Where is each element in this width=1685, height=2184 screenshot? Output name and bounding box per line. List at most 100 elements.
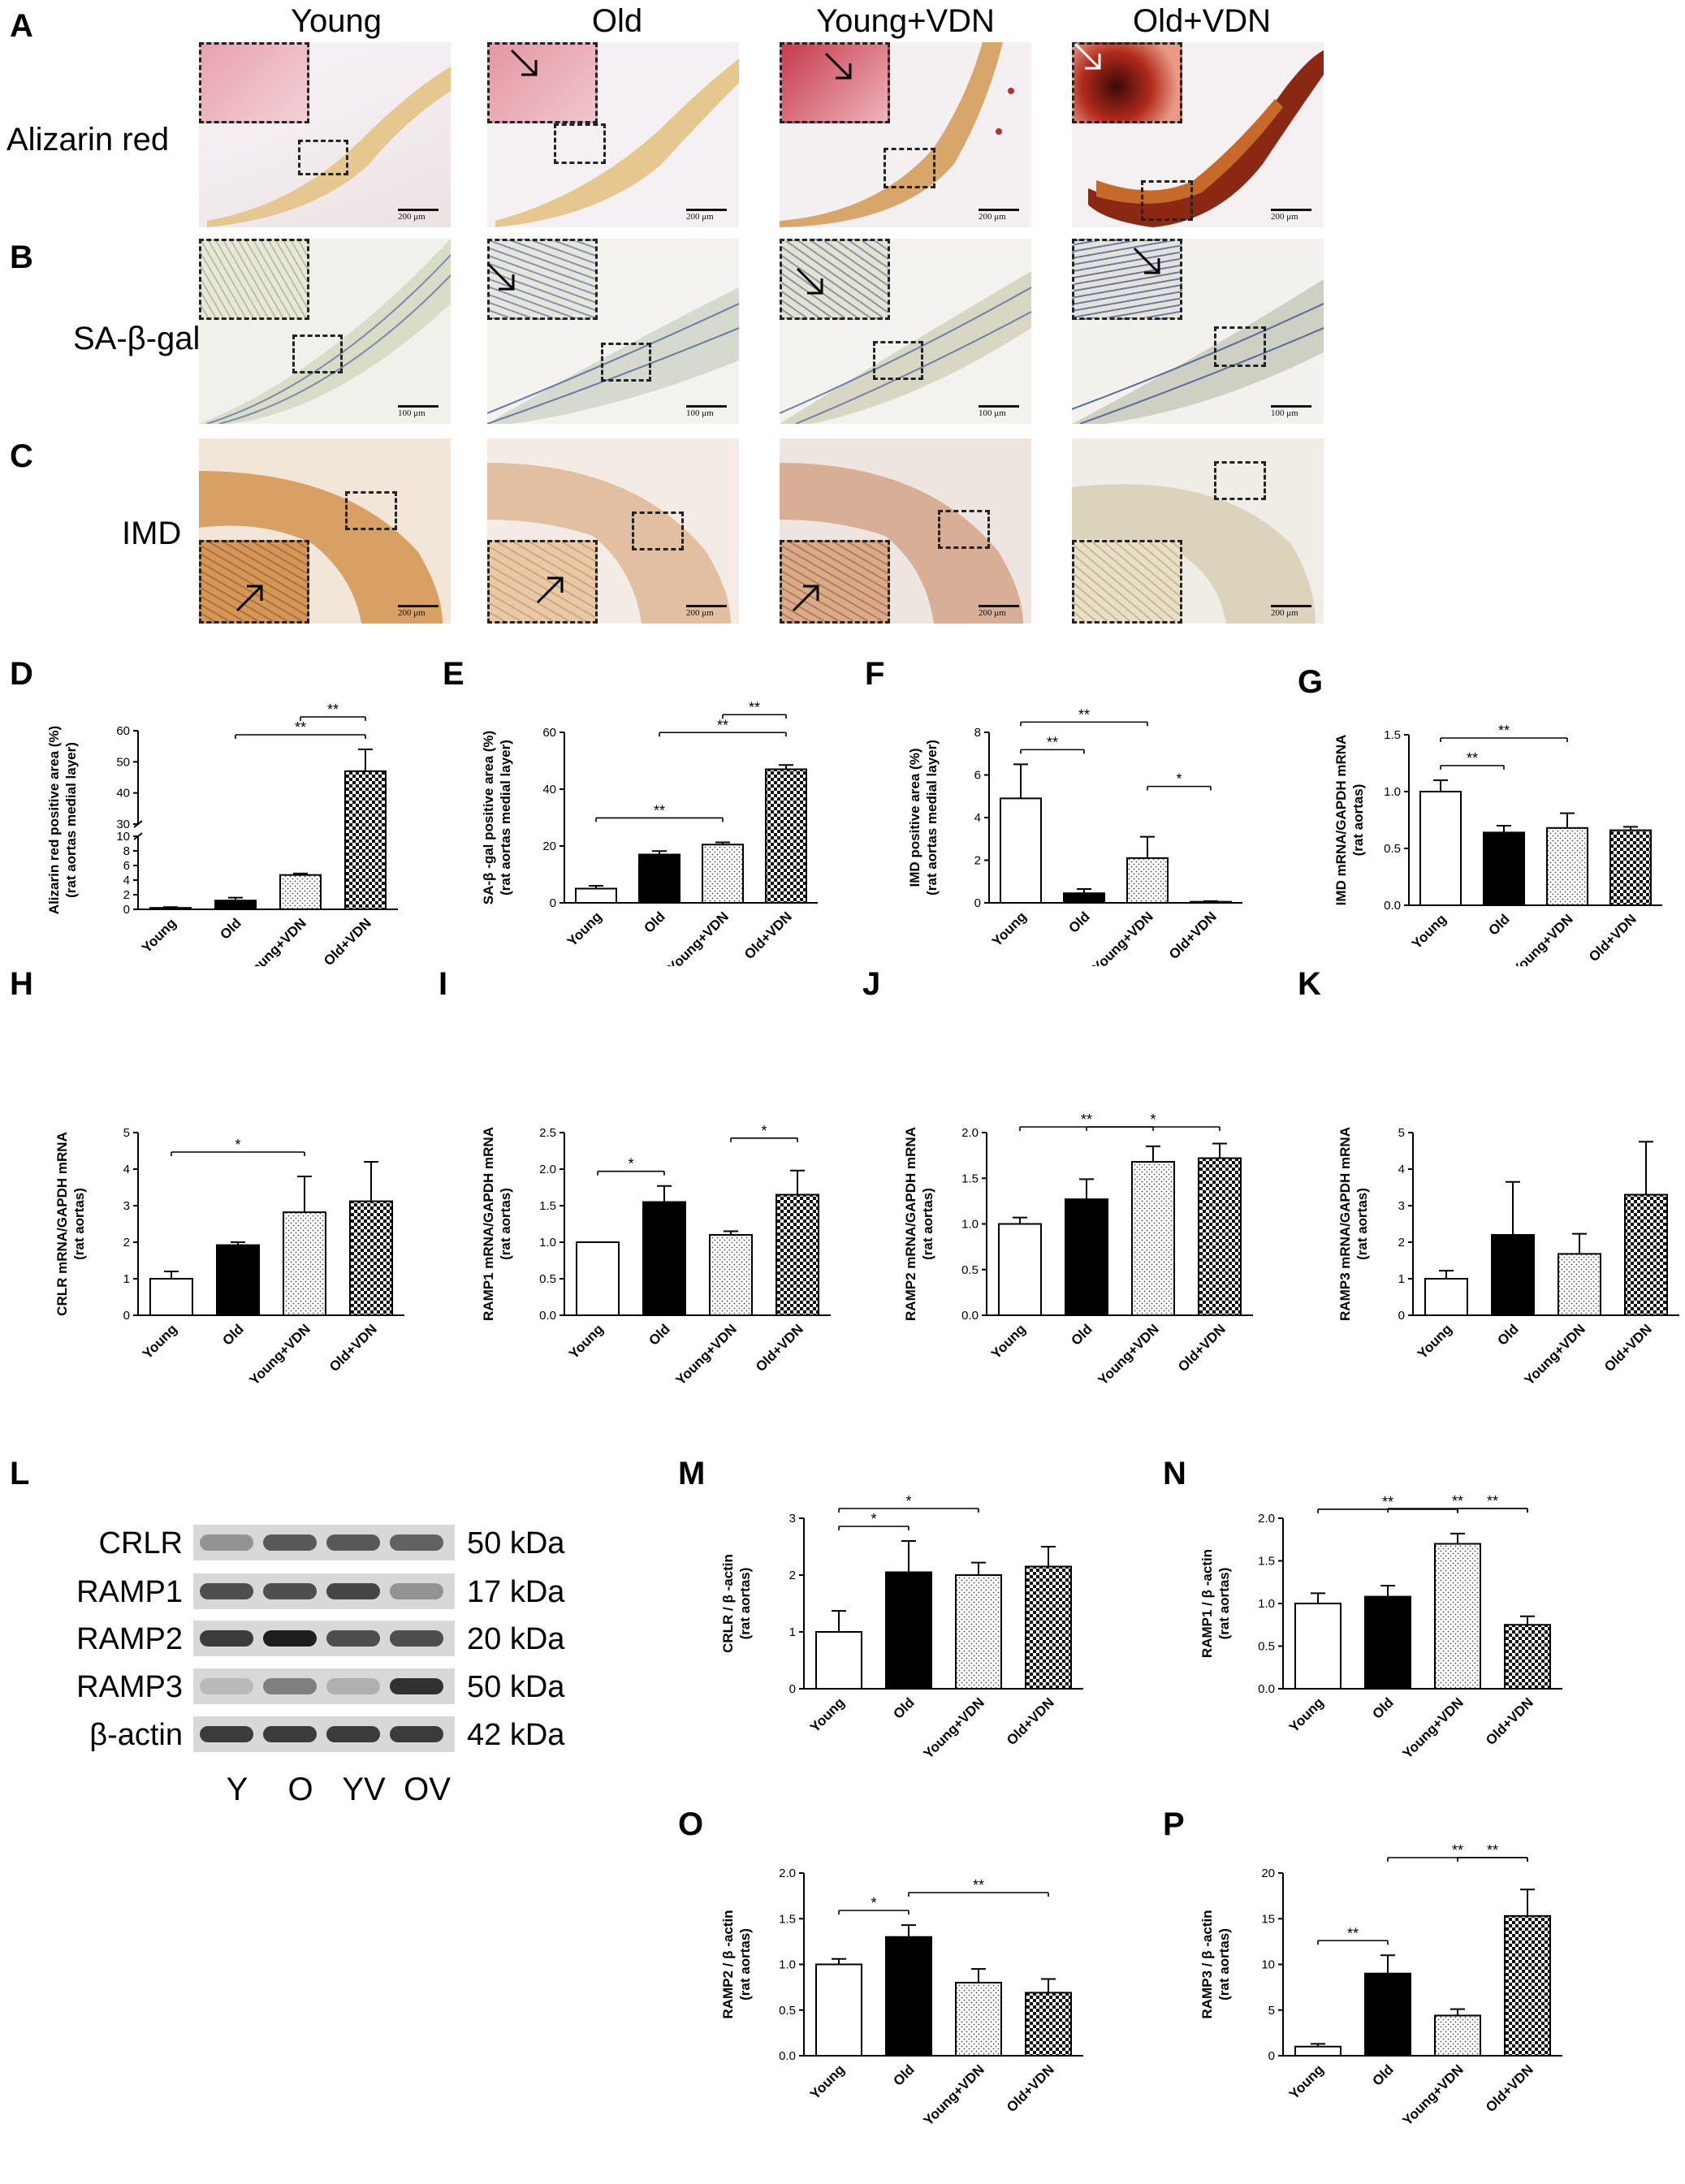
blot-band [200,1726,253,1742]
x-tick-label: Old [890,1694,917,1721]
x-tick-label: Young [140,1321,180,1362]
column-header-young-vdn: Young+VDN [816,3,995,39]
bar-young-vdn [1546,827,1588,906]
bar-old-vdn [1025,1565,1072,1690]
row-label-sa-bgal: SA-β-gal [73,321,201,356]
y-tick-label: 8 [123,844,130,858]
y-axis-label: RAMP2 / β -actin [720,1910,736,2018]
y-tick-label: 20 [1261,1867,1275,1880]
bar-young [149,1278,193,1316]
significance-label: * [1176,771,1182,788]
bar-young [1294,1603,1342,1690]
y-tick-label: 5 [123,1126,130,1140]
y-tick-label: 40 [542,783,556,796]
bar-young-vdn [955,1982,1002,2057]
blot-band [263,1678,317,1694]
x-tick-label: Young+VDN [672,1321,739,1388]
significance-label: ** [1467,750,1478,766]
x-tick-label: Young [1409,911,1450,952]
y-axis-label: (rat aortas) [1216,1568,1232,1640]
y-tick-label: 0 [123,903,130,917]
blot-band [326,1583,380,1599]
x-tick-label: Young+VDN [1521,1321,1588,1388]
bar-young-vdn [1434,2014,1481,2057]
blot-band [326,1726,380,1742]
bar-young [1000,797,1042,904]
column-header-old-vdn: Old+VDN [1132,3,1272,39]
blot-kda-label: 20 kDa [467,1622,565,1656]
bar-young-vdn [709,1234,753,1316]
significance-label: ** [1347,1925,1359,1941]
y-tick-label: 0 [1268,2049,1275,2063]
chart-h: 0 1 2 3 4 5 Young Old Young+VDN Old+VDN * CRLR mRNA… [54,1126,404,1388]
arrow-icon [824,52,852,80]
significance-label: * [871,1511,876,1527]
x-tick-label: Young+VDN [242,915,309,966]
y-tick-label: 0.0 [1258,1682,1275,1696]
blot-kda-label: 42 kDa [467,1718,565,1752]
panel-letter-c: C [10,438,33,474]
y-tick-label: 2 [789,1569,796,1582]
bar-old [1364,1595,1411,1690]
column-header-young: Young [291,3,382,39]
bar-old-vdn [776,1193,819,1316]
y-axis-label: CRLR / β -actin [720,1554,736,1653]
y-tick-label: 1.5 [1258,1555,1275,1569]
bar-old [1364,1972,1411,2057]
y-tick-label: 3 [789,1512,796,1526]
x-tick-label: Old [1369,1694,1396,1721]
x-tick-label: Old+VDN [1166,909,1220,962]
x-tick-label: Young+VDN [1399,2061,1466,2128]
y-tick-label: 2.5 [539,1126,556,1140]
arrow-icon [792,585,819,612]
panel-letter-a: A [10,8,33,44]
x-tick-label: Young [564,909,605,949]
micrograph-alizarin-old: 200 μm [487,42,739,227]
bar-old [885,1936,932,2057]
micrograph-sabgal-young: 100 μm [199,239,451,424]
bar-young-vdn [702,844,744,904]
panel-letter-m: M [678,1456,706,1491]
x-tick-label: Old+VDN [1586,911,1640,965]
blot-row-label: CRLR [98,1526,183,1560]
bar-old-vdn [349,1200,393,1316]
y-axis-label: RAMP3 / β -actin [1199,1910,1215,2018]
x-tick-label: Old+VDN [1483,2061,1536,2115]
y-tick-label: 1 [789,1625,796,1639]
x-tick-label: Young+VDN [1089,909,1156,966]
x-tick-label: Old+VDN [326,1321,380,1375]
y-axis-label: RAMP1 mRNA/GAPDH mRNA [481,1127,496,1321]
y-tick-label: 1.5 [539,1199,556,1213]
y-tick-label: 1.5 [779,1912,796,1926]
arrow-icon [510,49,538,76]
y-tick-label: 2 [123,1236,130,1250]
y-axis-label: Alizarin red positive area (%) [46,726,62,914]
y-tick-label: 1.0 [1384,785,1401,799]
panel-letter-o: O [678,1806,704,1842]
y-axis-label: RAMP3 mRNA/GAPDH mRNA [1337,1127,1353,1321]
y-tick-label: 60 [542,726,556,740]
bar-young-vdn [1558,1253,1601,1316]
y-tick-label: 60 [116,724,130,738]
arrow-icon [235,585,263,612]
significance-label: ** [1487,1843,1498,1858]
x-tick-label: Old+VDN [1175,1321,1229,1375]
bar-old [1065,1198,1108,1316]
micrograph-imd-old: 200 μm [487,438,739,624]
y-axis-label: IMD mRNA/GAPDH mRNA [1333,735,1349,906]
y-tick-label: 0 [789,1682,796,1696]
x-tick-label: Young [1286,1694,1327,1735]
column-header-old: Old [591,3,643,39]
x-tick-label: Old [1494,1321,1521,1348]
panel-letter-p: P [1163,1806,1185,1842]
bar-young-vdn [1434,1543,1481,1690]
micrograph-sabgal-young-vdn: 100 μm [780,239,1031,424]
y-axis-label: (rat aortas) [1216,1928,1232,2001]
y-tick-label: 5 [1398,1126,1405,1140]
micrograph-imd-old-vdn: 200 μm [1072,438,1324,624]
y-tick-label: 4 [974,811,981,825]
blot-row-label: β-actin [89,1718,183,1752]
bar-young-vdn [955,1574,1002,1690]
blot-kda-label: 50 kDa [467,1670,565,1704]
